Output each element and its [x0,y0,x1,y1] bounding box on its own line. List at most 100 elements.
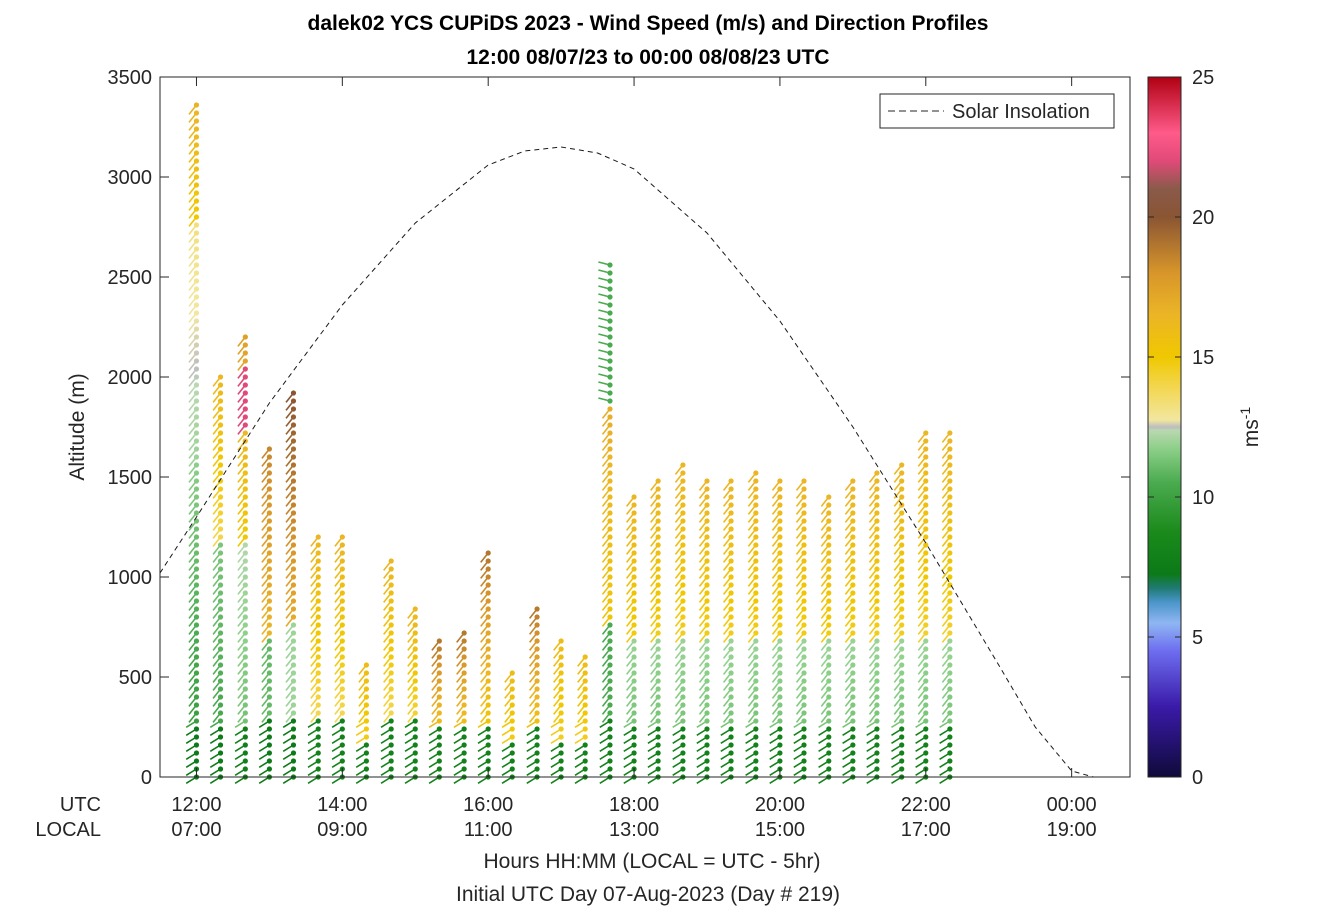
x-tick-label-local: 09:00 [317,819,367,841]
wind-glyph-dot [217,654,224,660]
wind-glyph-dot [485,566,491,572]
wind-glyph-dot [290,566,297,572]
wind-glyph-dot [850,742,856,748]
wind-glyph-dot [290,414,297,420]
wind-glyph-dot [412,606,418,612]
wind-glyph-dot [874,470,880,476]
wind-glyph-dot [607,342,613,348]
wind-glyph-dot [923,462,929,468]
wind-glyph-dot [631,718,637,724]
wind-glyph-dot [631,518,637,524]
wind-glyph-dot [801,702,807,708]
wind-glyph-dot [947,622,953,628]
wind-glyph-dot [777,702,783,708]
wind-glyph-dot [923,438,929,444]
wind-glyph-dot [728,662,734,668]
wind-glyph-dot [899,590,905,596]
wind-glyph-dot [753,654,759,660]
wind-glyph-dot [290,646,297,652]
wind-glyph-dot [193,350,200,356]
wind-glyph-dot [193,710,200,716]
wind-glyph-dot [655,582,661,588]
wind-glyph-dot [363,662,369,668]
wind-glyph-dot [290,662,297,668]
wind-glyph-dot [290,614,297,620]
wind-glyph-dot [193,734,200,740]
wind-glyph-dot [680,742,686,748]
wind-glyph-dot [363,742,369,748]
wind-glyph-dot [801,638,807,644]
wind-glyph-dot [412,646,418,652]
wind-glyph-dot [899,750,905,756]
wind-glyph-dot [315,678,321,684]
wind-glyph-dot [242,430,248,436]
wind-glyph-dot [850,758,856,764]
wind-glyph-dot [704,510,710,516]
wind-glyph-dot [217,518,224,524]
wind-glyph-dot [826,742,832,748]
wind-glyph-dot [923,590,929,596]
wind-glyph-dot [777,622,783,628]
wind-glyph-dot [485,550,491,556]
wind-glyph-dot [388,630,394,636]
wind-glyph-dot [315,654,321,660]
wind-glyph-dot [193,254,200,260]
wind-glyph-dot [193,470,200,476]
wind-glyph-dot [704,542,710,548]
wind-glyph-dot [631,566,637,572]
wind-glyph-dot [655,750,661,756]
wind-glyph-dot [534,734,540,740]
wind-glyph-dot [485,758,491,764]
wind-glyph-dot [607,582,613,588]
wind-glyph-dot [582,670,588,676]
wind-glyph-dot [266,550,272,556]
wind-glyph-dot [704,694,710,700]
wind-glyph-dot [266,646,272,652]
wind-glyph-dot [315,614,321,620]
wind-glyph-dot [947,750,953,756]
wind-glyph-dot [461,654,467,660]
wind-glyph-dot [534,750,540,756]
wind-glyph-dot [923,678,929,684]
wind-glyph-dot [753,718,759,724]
wind-glyph-dot [217,462,224,468]
wind-glyph-dot [242,398,248,404]
wind-glyph-dot [728,646,734,652]
wind-glyph-dot [680,462,686,468]
wind-glyph-dot [850,590,856,596]
wind-glyph-dot [680,622,686,628]
wind-glyph-dot [801,526,807,532]
wind-glyph-dot [436,734,442,740]
wind-glyph-dot [899,662,905,668]
wind-glyph-dot [607,686,613,692]
wind-glyph-dot [266,590,272,596]
wind-glyph-dot [193,214,200,220]
wind-glyph-dot [874,550,880,556]
wind-glyph-dot [753,598,759,604]
wind-glyph-dot [290,606,297,612]
wind-glyph-dot [777,654,783,660]
wind-glyph-dot [315,686,321,692]
wind-glyph-dot [655,654,661,660]
wind-glyph-dot [217,526,224,532]
wind-glyph-dot [923,734,929,740]
wind-glyph-dot [607,494,613,500]
x-axis-label: Hours HH:MM (LOCAL = UTC - 5hr) [483,850,820,873]
wind-glyph-dot [777,518,783,524]
wind-glyph-dot [923,542,929,548]
wind-glyph-dot [826,638,832,644]
wind-glyph-dot [266,526,272,532]
wind-glyph-dot [704,726,710,732]
wind-glyph-dot [266,766,272,772]
wind-glyph-dot [947,558,953,564]
wind-glyph-dot [947,678,953,684]
wind-glyph-dot [193,134,200,140]
wind-glyph-dot [923,558,929,564]
wind-glyph-dot [315,710,321,716]
wind-glyph-dot [412,694,418,700]
wind-glyph-dot [607,638,613,644]
wind-glyph-dot [266,702,272,708]
wind-glyph-dot [315,694,321,700]
wind-glyph-dot [388,614,394,620]
